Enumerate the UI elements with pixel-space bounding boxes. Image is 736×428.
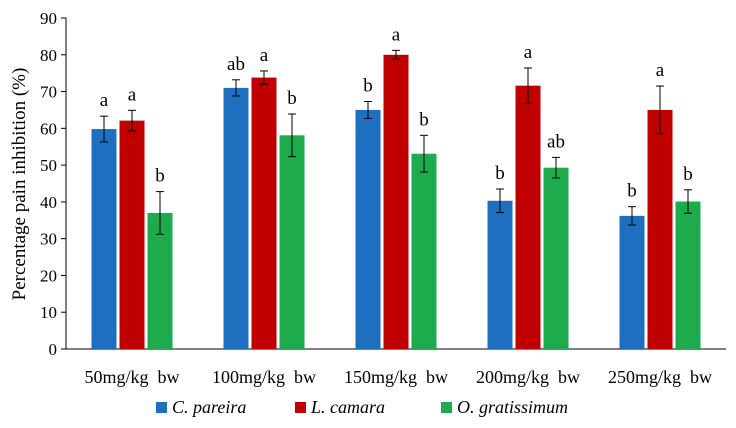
y-tick-label: 80 [40, 46, 57, 65]
bar [223, 87, 249, 349]
significance-label: b [155, 166, 165, 187]
y-tick-label: 10 [40, 303, 57, 322]
significance-label: ab [227, 54, 245, 75]
bar [91, 129, 117, 349]
y-tick-label: 20 [40, 266, 57, 285]
bar [147, 212, 173, 349]
x-category-label: 100mg/kg bw [212, 367, 316, 387]
legend-swatch [441, 402, 452, 413]
bar [487, 200, 513, 349]
y-tick-label: 90 [40, 9, 57, 28]
y-tick-label: 70 [40, 83, 57, 102]
x-axis-category-labels: 50mg/kg bw 100mg/kg bw 150mg/kg bw 200mg/kg… [84, 367, 712, 387]
legend-label: L. camara [310, 397, 385, 417]
legend-swatch [295, 402, 306, 413]
legend-label: O. gratissimum [457, 397, 568, 417]
significance-label: a [392, 24, 401, 45]
significance-label: b [419, 109, 429, 130]
bar [355, 109, 381, 349]
x-category-label: 150mg/kg bw [344, 367, 448, 387]
x-category-label: 250mg/kg bw [608, 367, 712, 387]
bar [383, 54, 409, 350]
bar [251, 77, 277, 349]
significance-label: b [495, 163, 505, 184]
bar [619, 215, 645, 349]
significance-label: a [656, 60, 665, 81]
y-tick-label: 50 [40, 156, 57, 175]
bar [119, 120, 145, 349]
bar [279, 135, 305, 349]
significance-label: b [287, 88, 297, 109]
significance-label: a [100, 90, 109, 111]
x-category-label: 50mg/kg bw [84, 367, 179, 387]
legend-swatch [156, 402, 167, 413]
significance-label: a [128, 84, 137, 105]
significance-label: ab [547, 131, 565, 152]
y-axis-ticks: 0 10 20 30 40 50 60 70 80 90 [40, 9, 66, 359]
significance-label: a [524, 42, 533, 63]
bar [411, 153, 437, 349]
significance-label: a [260, 45, 269, 66]
y-tick-label: 30 [40, 230, 57, 249]
legend-label: C. pareira [172, 397, 246, 417]
significance-label: b [363, 75, 373, 96]
bar [515, 85, 541, 349]
y-tick-label: 40 [40, 193, 57, 212]
bar [675, 201, 701, 349]
y-axis-title: Percentage pain inhibition (%) [9, 68, 30, 301]
x-category-label: 200mg/kg bw [476, 367, 580, 387]
bar [543, 167, 569, 349]
y-tick-label: 60 [40, 119, 57, 138]
chart-legend: C. pareira L. camara O. gratissimum [156, 397, 568, 417]
significance-label: b [627, 181, 637, 202]
bar [647, 109, 673, 349]
significance-label: b [683, 164, 693, 185]
y-tick-label: 0 [49, 340, 58, 359]
